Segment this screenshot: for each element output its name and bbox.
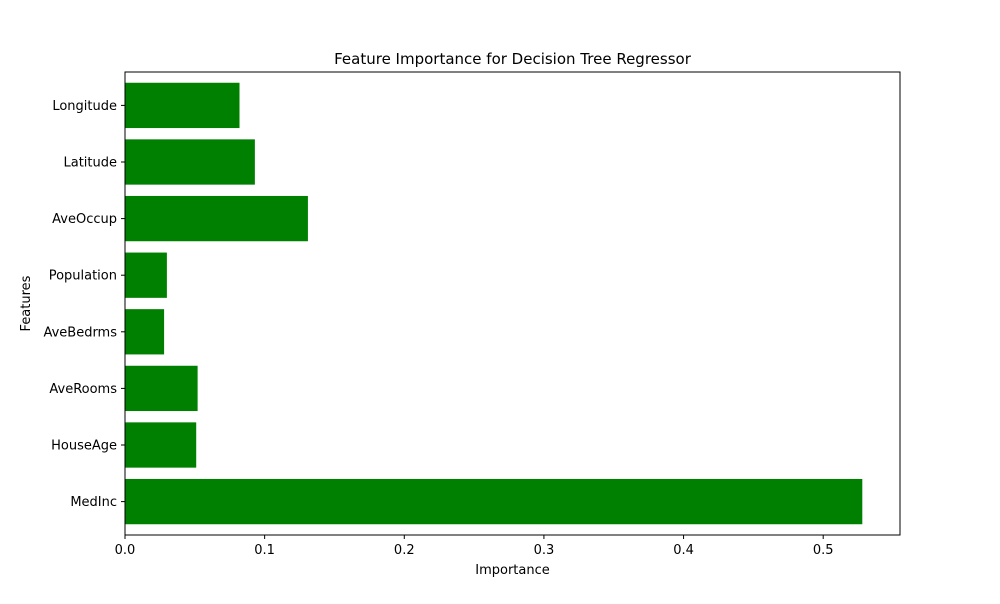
x-axis-label: Importance — [475, 563, 550, 578]
x-tick-label: 0.4 — [673, 543, 694, 558]
x-tick-label: 0.2 — [394, 543, 415, 558]
y-axis-label: Features — [19, 275, 34, 331]
x-tick-label: 0.5 — [813, 543, 834, 558]
x-tick-label: 0.1 — [254, 543, 275, 558]
y-tick-label: Population — [49, 269, 117, 284]
y-tick-label: HouseAge — [51, 439, 117, 454]
y-tick-label: Longitude — [52, 99, 117, 114]
bar-houseage — [125, 422, 197, 468]
plot-frame — [124, 71, 901, 536]
y-tick-label: MedInc — [70, 495, 117, 510]
y-tick-label: AveOccup — [52, 212, 117, 227]
bar-aveoccup — [125, 195, 308, 242]
bar-latitude — [125, 139, 255, 185]
y-tick-label: AveRooms — [49, 382, 117, 397]
bar-population — [125, 252, 167, 298]
chart-title: Feature Importance for Decision Tree Reg… — [334, 50, 692, 68]
bar-avebedrms — [125, 309, 165, 355]
bar-medinc — [125, 478, 863, 525]
y-axis: MedInc HouseAge AveRooms AveBedrms Populatio… — [43, 99, 125, 510]
x-axis: 0.0 0.1 0.2 0.3 0.4 0.5 — [115, 535, 834, 558]
bar-averooms — [125, 365, 198, 412]
bars-layer — [125, 82, 863, 525]
bar-longitude — [125, 82, 240, 129]
y-tick-label: AveBedrms — [43, 325, 117, 340]
x-tick-label: 0.0 — [115, 543, 136, 558]
x-tick-label: 0.3 — [534, 543, 555, 558]
y-tick-label: Latitude — [63, 155, 117, 170]
